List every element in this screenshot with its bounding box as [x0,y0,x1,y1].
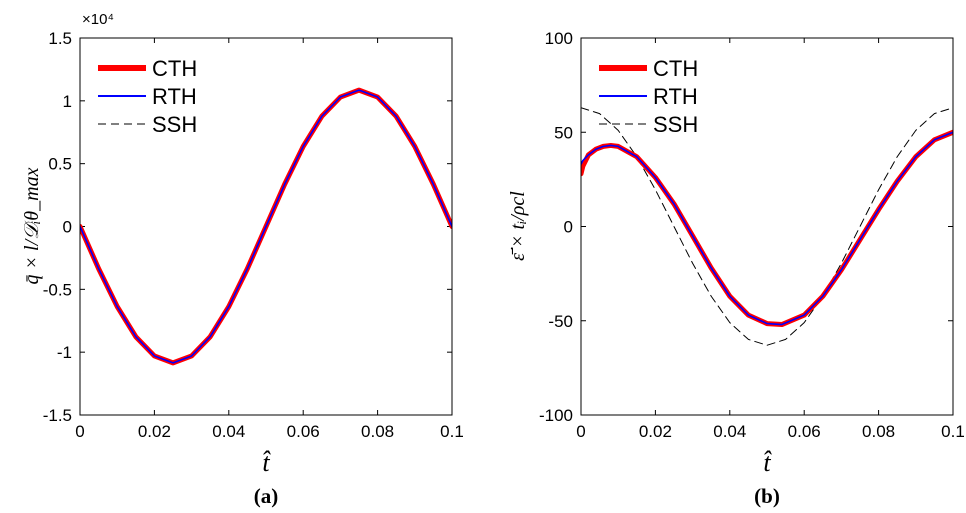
x-tick-label: 0.1 [941,422,965,441]
y-tick-label: 0.5 [48,155,72,174]
x-axis-label-b: t̂ [763,448,772,477]
panel-b: 0 0.02 0.04 0.06 0.08 0.1 -100 -50 0 50 100 ε̄̇ × … [507,29,965,508]
x-tick-label: 0 [576,422,585,441]
y-axis-label-a: q̄ × l/𝒟ᵢθ_max [21,167,43,284]
x-tick-label: 0.04 [713,422,746,441]
series-lines-b [581,107,953,346]
y-tick-label: -50 [548,312,573,331]
x-tick-label: 0.1 [440,422,464,441]
y-tick-label: 0 [564,218,573,237]
axes-box-a [79,37,453,416]
axes-ticks-b: 0 0.02 0.04 0.06 0.08 0.1 -100 -50 0 50 100 [539,29,965,441]
x-tick-label: 0.04 [212,422,245,441]
axis-multiplier-a: ×10⁴ [82,11,114,28]
y-tick-label: 1.5 [48,29,72,48]
x-tick-label: 0.02 [639,422,672,441]
series-line-rth [581,131,953,326]
y-axis-label-b: ε̄̇ × tᵢ/ρcl [507,191,529,261]
y-tick-label: 0 [63,218,72,237]
y-tick-label: 50 [554,123,573,142]
x-tick-label: 0.06 [788,422,821,441]
x-tick-label: 0.08 [862,422,895,441]
axes-ticks-a: 0 0.02 0.04 0.06 0.08 0.1 -1.5 -1 -0.5 0 0.5 1 1.5 [43,29,464,441]
legend-label-cth: CTH [653,56,698,81]
legend-label-rth: RTH [152,84,197,109]
y-tick-label: -100 [539,406,573,425]
y-tick-label: 100 [545,29,573,48]
legend-label-ssh: SSH [653,112,698,137]
legend-a: CTH RTH SSH [98,56,197,137]
x-tick-label: 0.06 [287,422,320,441]
y-tick-label: 1 [63,92,72,111]
y-tick-label: -1.5 [43,406,72,425]
panel-label-a: (a) [254,484,279,508]
x-tick-label: 0.08 [361,422,394,441]
panel-a: 0 0.02 0.04 0.06 0.08 0.1 -1.5 -1 -0.5 0 0.5 1 1.5 ×… [21,11,464,508]
legend-b: CTH RTH SSH [599,56,698,137]
series-line-ssh [581,107,953,346]
y-tick-label: -0.5 [43,280,72,299]
x-tick-label: 0 [75,422,84,441]
x-axis-label-a: t̂ [262,448,271,477]
series-lines-a [80,87,452,366]
series-line-rth [80,89,452,364]
legend-label-cth: CTH [152,56,197,81]
legend-label-rth: RTH [653,84,698,109]
y-tick-label: -1 [57,343,72,362]
axes-box-b [580,37,954,416]
panel-label-b: (b) [754,484,780,508]
x-tick-label: 0.02 [138,422,171,441]
plot-area-b [581,38,953,415]
legend-label-ssh: SSH [152,112,197,137]
